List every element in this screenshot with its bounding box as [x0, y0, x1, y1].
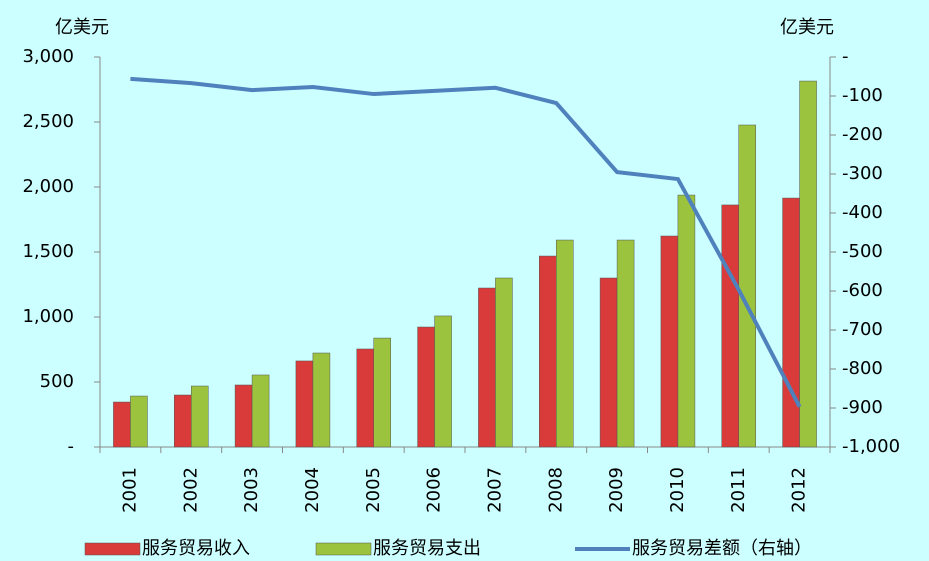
legend-label: 服务贸易收入: [142, 538, 250, 559]
y-tick-label: -: [68, 436, 75, 457]
x-tick-label: 2005: [363, 467, 384, 513]
bar: [738, 124, 756, 448]
bar: [434, 315, 452, 448]
y2-tick-label: -100: [842, 85, 883, 106]
bar: [677, 194, 696, 448]
x-tick-label: 2004: [302, 467, 323, 513]
y-tick-label: 2,500: [22, 111, 74, 132]
y-tick-label: 3,000: [22, 46, 74, 67]
bar: [295, 360, 314, 448]
legend-label: 服务贸易支出: [373, 538, 481, 559]
y2-tick-label: -700: [842, 319, 883, 340]
x-tick-label: 2007: [484, 467, 505, 513]
bar: [599, 277, 618, 448]
y2-axis-label: 亿美元: [780, 17, 834, 38]
bar: [373, 337, 391, 448]
x-tick-label: 2001: [119, 467, 140, 513]
y2-tick-label: -200: [842, 124, 883, 145]
legend-swatch: [315, 542, 372, 556]
y2-tick-label: -900: [842, 397, 883, 418]
bar: [799, 80, 817, 448]
y2-tick-label: -800: [842, 358, 883, 379]
legend-label: 服务贸易差额（右轴）: [632, 538, 812, 559]
bar: [417, 326, 435, 448]
y-tick-label: 1,000: [22, 306, 74, 327]
bar: [312, 352, 331, 448]
bar: [478, 287, 496, 448]
bar: [495, 277, 513, 448]
bar: [113, 401, 131, 448]
y2-tick-label: -400: [842, 202, 883, 223]
y-tick-label: 1,500: [22, 241, 74, 262]
x-tick-label: 2011: [728, 467, 749, 513]
bar: [234, 384, 253, 448]
x-tick-label: 2008: [545, 467, 566, 513]
y2-tick-label: -600: [842, 280, 883, 301]
bar: [616, 239, 635, 448]
bar: [556, 239, 574, 448]
y2-tick-label: -1,000: [842, 436, 900, 457]
bar: [782, 197, 800, 448]
bar: [721, 204, 739, 448]
x-tick-label: 2010: [667, 467, 688, 513]
bar: [174, 394, 192, 448]
bar: [130, 395, 148, 448]
y-tick-label: 500: [40, 371, 74, 392]
bar: [539, 255, 557, 448]
x-tick-label: 2012: [789, 467, 810, 513]
x-tick-label: 2002: [180, 467, 201, 513]
bar: [660, 235, 679, 448]
x-tick-label: 2003: [241, 467, 262, 513]
legend-swatch: [84, 542, 141, 556]
line-series: [130, 76, 802, 408]
bar: [356, 348, 374, 448]
x-tick-label: 2009: [606, 467, 627, 513]
bar: [191, 385, 209, 448]
bar: [251, 374, 270, 448]
x-tick-label: 2006: [424, 467, 445, 513]
y-axis-label: 亿美元: [55, 17, 109, 38]
y-tick-label: 2,000: [22, 176, 74, 197]
y2-tick-label: -500: [842, 241, 883, 262]
y2-tick-label: -300: [842, 163, 883, 184]
y2-tick-label: -: [842, 46, 849, 67]
